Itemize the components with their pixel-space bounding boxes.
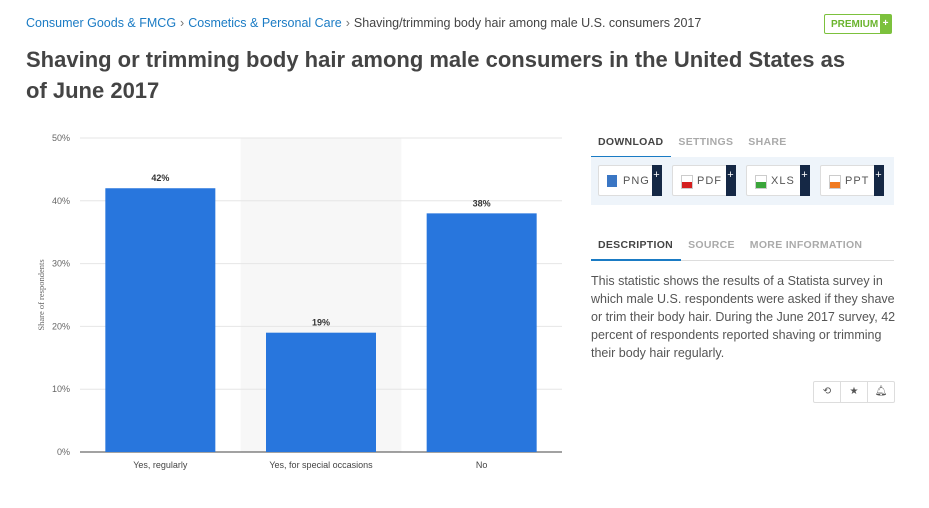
button-label: PNG [623, 175, 650, 187]
y-tick-label: 40% [52, 196, 70, 206]
breadcrumb-current: Shaving/trimming body hair among male U.… [353, 16, 702, 30]
y-tick-label: 10% [52, 384, 70, 394]
button-label: PPT [845, 175, 870, 187]
premium-badge[interactable]: PREMIUM + [824, 14, 892, 34]
star-icon[interactable]: ★ [840, 382, 867, 402]
pdf-download-button[interactable]: PDF + [672, 165, 736, 196]
history-icon[interactable]: ⟲ [822, 386, 832, 397]
info-tabs: DESCRIPTION SOURCE MORE INFORMATION [591, 239, 894, 261]
chevron-right-icon: › [180, 16, 185, 30]
chevron-right-icon: › [345, 16, 350, 30]
download-tabs: DOWNLOAD SETTINGS SHARE [591, 136, 894, 158]
y-tick-label: 50% [52, 133, 70, 143]
tab-description[interactable]: DESCRIPTION [591, 239, 682, 261]
ppt-file-icon [829, 175, 841, 189]
x-tick-label: Yes, regularly [133, 460, 188, 470]
pdf-file-icon [681, 175, 693, 189]
xls-file-icon [755, 175, 767, 189]
data-label: 42% [151, 173, 169, 183]
download-panel: PNG + PDF + XLS + PPT + [591, 157, 894, 205]
y-tick-label: 20% [52, 321, 70, 331]
breadcrumb-link[interactable]: Cosmetics & Personal Care [188, 16, 342, 30]
plus-icon: + [726, 165, 736, 196]
bell-icon[interactable]: 🔔︎ [867, 382, 894, 402]
tab-settings[interactable]: SETTINGS [678, 136, 734, 148]
breadcrumb: Consumer Goods & FMCG › Cosmetics & Person… [26, 16, 701, 30]
description-text: This statistic shows the results of a St… [591, 274, 896, 360]
bar [266, 332, 376, 452]
tab-more-information[interactable]: MORE INFORMATION [749, 239, 863, 251]
y-tick-label: 0% [57, 447, 70, 457]
bar-chart: 0% 10% 20% 30% 40% 50% Share of respondents 42%… [36, 133, 562, 470]
bar [426, 213, 537, 452]
y-tick-label: 30% [52, 259, 70, 269]
xls-download-button[interactable]: XLS + [746, 165, 810, 196]
plus-icon: + [874, 165, 884, 196]
breadcrumb-link[interactable]: Consumer Goods & FMCG [26, 16, 177, 30]
tab-share[interactable]: SHARE [748, 136, 787, 148]
y-axis-label: Share of respondents [36, 259, 46, 330]
bar [105, 188, 216, 453]
tab-download[interactable]: DOWNLOAD [591, 136, 672, 158]
x-tick-label: No [476, 460, 488, 470]
data-label: 19% [312, 318, 330, 328]
action-buttons: ⟲ ★ 🔔︎ [813, 381, 895, 403]
plus-icon: + [880, 15, 891, 33]
png-download-button[interactable]: PNG + [598, 165, 662, 196]
button-label: PDF [697, 175, 722, 187]
plus-icon: + [800, 165, 810, 196]
plus-icon: + [652, 165, 662, 196]
x-tick-label: Yes, for special occasions [269, 460, 373, 470]
data-label: 38% [473, 198, 491, 208]
image-file-icon [607, 175, 617, 187]
page-title: Shaving or trimming body hair among male… [26, 47, 846, 103]
ppt-download-button[interactable]: PPT + [820, 165, 884, 196]
premium-label: PREMIUM [831, 19, 879, 30]
button-label: XLS [771, 175, 795, 187]
tab-source[interactable]: SOURCE [688, 239, 735, 251]
